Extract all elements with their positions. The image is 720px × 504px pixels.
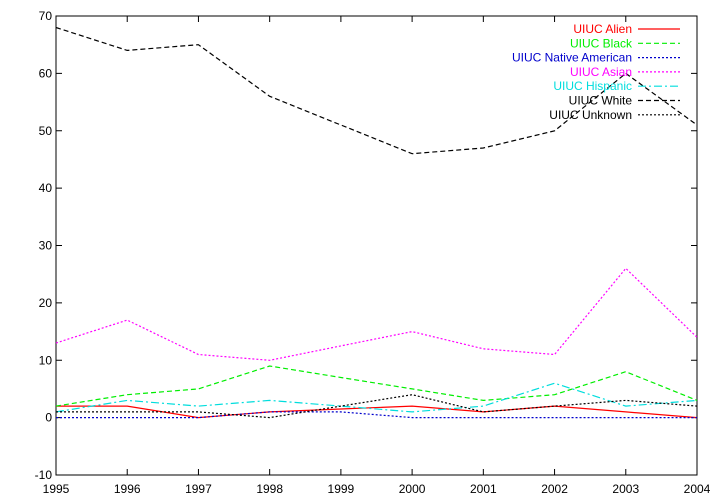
- y-tick-label: 10: [39, 353, 53, 367]
- x-tick-label: 2000: [399, 482, 426, 496]
- series-line-uiuc-white: [55, 26, 698, 155]
- series-lines: [55, 26, 698, 419]
- x-tick-label: 1997: [185, 482, 212, 496]
- x-tick-label: 1999: [328, 482, 355, 496]
- x-tick-label: 1996: [114, 482, 141, 496]
- series-line-uiuc-native-american: [56, 411, 697, 419]
- y-tick-label: 50: [39, 124, 53, 138]
- legend-label: UIUC White: [569, 94, 633, 108]
- legend-label: UIUC Native American: [512, 51, 632, 65]
- legend-label: UIUC Asian: [570, 65, 632, 79]
- legend-label: UIUC Black: [570, 36, 633, 50]
- y-tick-label: -10: [35, 468, 53, 482]
- x-tick-label: 2004: [684, 482, 711, 496]
- y-axis: -10 0 10 20 30 40 50 60 70: [35, 9, 697, 482]
- series-line-uiuc-alien: [56, 405, 698, 419]
- legend-label: UIUC Unknown: [549, 108, 632, 122]
- legend-label: UIUC Alien: [573, 22, 632, 36]
- series-line-uiuc-black: [55, 365, 698, 407]
- y-tick-label: 30: [39, 239, 53, 253]
- x-tick-label: 2002: [541, 482, 568, 496]
- x-tick-label: 1998: [256, 482, 283, 496]
- y-tick-label: 60: [39, 66, 53, 80]
- series-line-uiuc-asian: [55, 267, 698, 361]
- x-tick-label: 2003: [612, 482, 639, 496]
- y-tick-label: 20: [39, 296, 53, 310]
- y-tick-label: 70: [39, 9, 53, 23]
- x-axis: 1995 1996 1997 1998 1999 2000 2001 2002 2003 2004: [43, 16, 711, 496]
- y-tick-label: 40: [39, 181, 53, 195]
- x-tick-label: 1995: [43, 482, 70, 496]
- legend-label: UIUC Hispanic: [553, 79, 632, 93]
- y-tick-label: 0: [45, 411, 52, 425]
- series-line-uiuc-hispanic: [55, 382, 698, 413]
- x-tick-label: 2001: [470, 482, 497, 496]
